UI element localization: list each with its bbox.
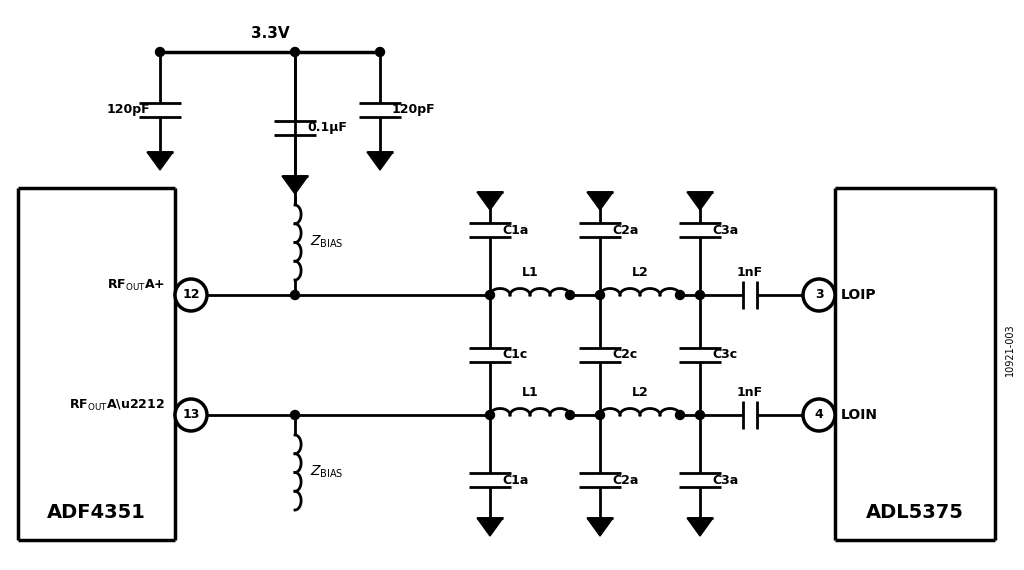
Text: 0.1μF: 0.1μF	[307, 121, 347, 135]
Circle shape	[676, 291, 684, 299]
Circle shape	[803, 399, 835, 431]
Text: LOIN: LOIN	[841, 408, 878, 422]
Circle shape	[695, 410, 705, 420]
Polygon shape	[587, 518, 613, 536]
Circle shape	[803, 279, 835, 311]
Text: C2c: C2c	[612, 348, 637, 361]
Text: 4: 4	[815, 409, 823, 421]
Circle shape	[596, 410, 604, 420]
Text: L1: L1	[521, 267, 539, 279]
Polygon shape	[587, 192, 613, 210]
Text: $Z_{\rm BIAS}$: $Z_{\rm BIAS}$	[310, 464, 344, 480]
Polygon shape	[477, 192, 503, 210]
Text: C1a: C1a	[502, 474, 528, 487]
Text: C2a: C2a	[612, 474, 638, 487]
Circle shape	[291, 410, 299, 420]
Text: ADL5375: ADL5375	[866, 503, 964, 522]
Polygon shape	[687, 518, 713, 536]
Text: C2a: C2a	[612, 223, 638, 237]
Text: C3a: C3a	[712, 223, 738, 237]
Text: LOIP: LOIP	[841, 288, 877, 302]
Text: L1: L1	[521, 386, 539, 400]
Text: 3: 3	[815, 288, 823, 302]
Text: ADF4351: ADF4351	[46, 503, 145, 522]
Circle shape	[156, 47, 165, 56]
Text: RF$_{\mathsf{OUT}}$A\u2212: RF$_{\mathsf{OUT}}$A\u2212	[69, 397, 165, 413]
Circle shape	[485, 410, 495, 420]
Circle shape	[376, 47, 384, 56]
Text: C1c: C1c	[502, 348, 527, 361]
Circle shape	[565, 410, 574, 420]
Circle shape	[676, 410, 684, 420]
Text: $Z_{\rm BIAS}$: $Z_{\rm BIAS}$	[310, 234, 344, 250]
Text: 10921-003: 10921-003	[1005, 324, 1015, 376]
Text: L2: L2	[632, 386, 648, 400]
Circle shape	[695, 291, 705, 299]
Text: 120pF: 120pF	[106, 104, 150, 116]
Polygon shape	[477, 518, 503, 536]
Circle shape	[291, 291, 299, 299]
Polygon shape	[687, 192, 713, 210]
Text: 13: 13	[182, 409, 200, 421]
Text: 1nF: 1nF	[737, 386, 763, 400]
Text: C1a: C1a	[502, 223, 528, 237]
Text: C3a: C3a	[712, 474, 738, 487]
Text: 1nF: 1nF	[737, 267, 763, 279]
Circle shape	[175, 399, 207, 431]
Polygon shape	[147, 152, 173, 170]
Text: C3c: C3c	[712, 348, 737, 361]
Circle shape	[565, 291, 574, 299]
Circle shape	[596, 291, 604, 299]
Text: 12: 12	[182, 288, 200, 302]
Text: L2: L2	[632, 267, 648, 279]
Circle shape	[175, 279, 207, 311]
Circle shape	[291, 47, 299, 56]
Text: RF$_{\mathsf{OUT}}$A+: RF$_{\mathsf{OUT}}$A+	[106, 278, 165, 292]
Text: 3.3V: 3.3V	[251, 26, 290, 42]
Polygon shape	[367, 152, 393, 170]
Text: 120pF: 120pF	[392, 104, 435, 116]
Polygon shape	[282, 176, 308, 194]
Circle shape	[485, 291, 495, 299]
